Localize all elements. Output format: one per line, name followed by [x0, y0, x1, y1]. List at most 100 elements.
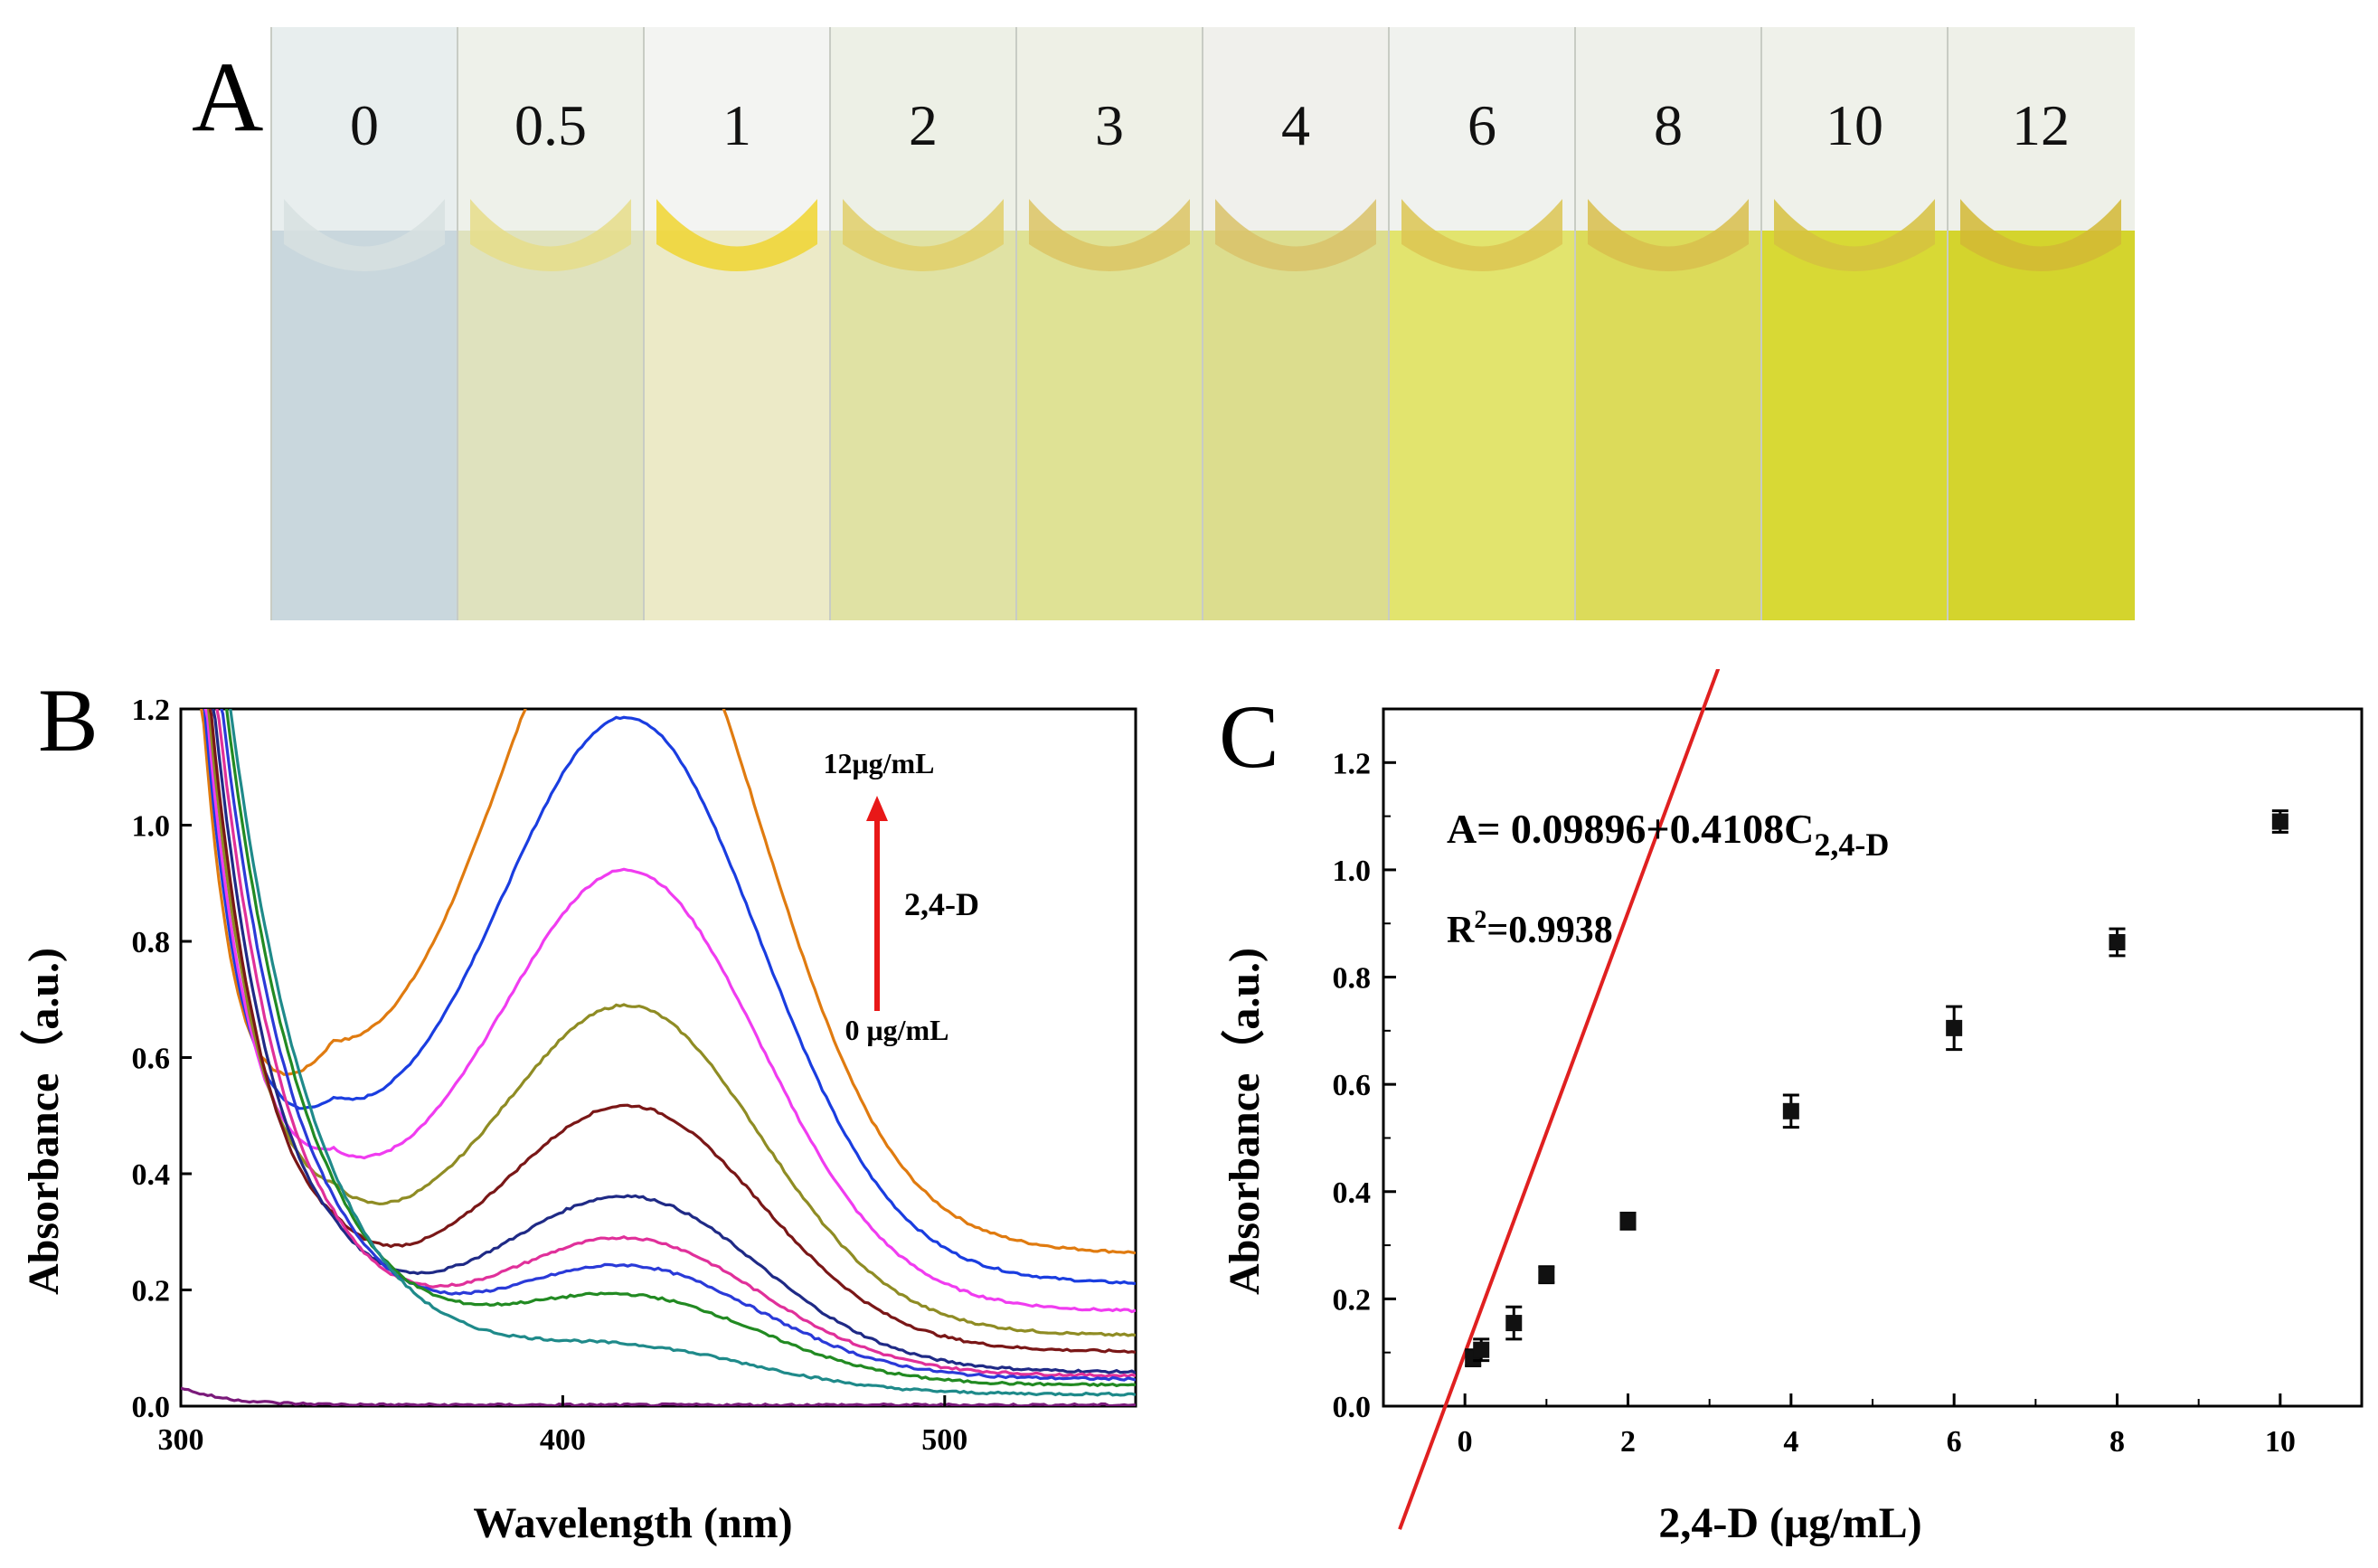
data-marker [1505, 1315, 1523, 1332]
meniscus-band [284, 199, 445, 271]
meniscus-band [1960, 199, 2121, 271]
fit-line-group [1398, 669, 1721, 1530]
y-tick-label: 1.2 [1333, 747, 1372, 780]
spectrum-line [220, 709, 1136, 1382]
calibration-y-axis-label: Absorbance（a.u.) [1221, 948, 1269, 1295]
y-tick-label: 1.0 [132, 810, 171, 844]
cuvette-label: 12 [2012, 93, 2070, 157]
x-tick-label: 400 [540, 1423, 586, 1457]
cuvette: 8 [1574, 27, 1762, 620]
data-point [2109, 927, 2126, 958]
spectrum-line [212, 709, 1136, 1374]
cuvette-label: 1 [722, 93, 751, 157]
panel-label-c: C [1219, 686, 1279, 787]
calibration-ticks: 0.0 0.2 0.4 0.6 0.8 1.0 1.2 0 2 4 6 8 10 [1333, 708, 2363, 1459]
data-marker [1619, 1213, 1637, 1230]
y-tick-label: 0.6 [132, 1043, 171, 1076]
spectra-axes [179, 707, 1137, 1408]
data-point [1946, 1005, 1963, 1052]
y-tick-label: 0.4 [132, 1158, 171, 1192]
spectra-chart: 0.0 0.2 0.4 0.6 0.8 1.0 1.2 300 400 500 B Wavelen… [20, 670, 1137, 1547]
calibration-points [1465, 809, 2288, 1368]
spectrum-line [207, 709, 1136, 1337]
spectrum-line [215, 709, 1136, 1378]
y-tick-label: 0.6 [1333, 1069, 1372, 1102]
spectrum-line [200, 709, 1136, 1255]
cuvette: 12 [1947, 27, 2135, 620]
cuvette: 3 [1015, 27, 1203, 620]
cuvette-label: 3 [1095, 93, 1124, 157]
fit-line [1398, 669, 1721, 1530]
cuvette-headspace [1575, 27, 1762, 231]
calibration-chart: 0.0 0.2 0.4 0.6 0.8 1.0 1.2 0 2 4 6 8 10 C A= 0.0989… [1219, 669, 2364, 1547]
cuvette: 10 [1760, 27, 1949, 620]
y-tick-label: 0.2 [1333, 1283, 1372, 1317]
x-tick-label: 0 [1458, 1425, 1473, 1459]
cuvette: 6 [1388, 27, 1576, 620]
spectra-frame [179, 707, 1137, 1408]
annotation-analyte: 2,4-D [904, 886, 979, 922]
data-marker [2109, 933, 2126, 950]
x-tick-label: 8 [2109, 1425, 2125, 1459]
meniscus-band [1401, 199, 1562, 271]
cuvette-label: 2 [909, 93, 938, 157]
annotation-top: 12μg/mL [823, 747, 934, 779]
cuvette: 4 [1202, 27, 1390, 620]
annotation-bottom: 0 μg/mL [845, 1014, 948, 1046]
spectrum-line [229, 709, 1136, 1397]
data-marker [1946, 1019, 1963, 1036]
cuvette-label: 0.5 [514, 93, 587, 157]
meniscus-band [1774, 199, 1935, 271]
r-squared: R2=0.9938 [1447, 906, 1613, 951]
x-tick-label: 10 [2265, 1425, 2296, 1459]
cuvette-label: 4 [1281, 93, 1310, 157]
cuvette-headspace [271, 27, 458, 231]
spectrum-line [224, 709, 1136, 1388]
spectra-series [181, 709, 1136, 1406]
data-point [1473, 1337, 1490, 1363]
cuvette-photo: 0 0.5 1 2 3 4 6 8 10 12 [270, 27, 2135, 620]
data-marker [1473, 1341, 1490, 1358]
panel-label-a: A [192, 42, 264, 152]
cuvette-headspace [644, 27, 831, 231]
cuvette-label: 8 [1654, 93, 1683, 157]
cuvette-headspace [1203, 27, 1390, 231]
y-tick-label: 1.0 [1333, 855, 1372, 888]
meniscus-band [1588, 199, 1749, 271]
cuvette: 1 [643, 27, 831, 620]
spectra-y-axis-label: Absorbance（a.u.) [20, 948, 68, 1295]
y-tick-label: 0.4 [1333, 1176, 1372, 1210]
cuvette-headspace [1948, 27, 2135, 231]
y-tick-label: 0.2 [132, 1275, 171, 1308]
arrow-head [866, 796, 888, 821]
calibration-x-axis-label: 2,4-D (μg/mL) [1658, 1499, 1921, 1547]
x-tick-label: 500 [921, 1423, 967, 1457]
cuvette-headspace [458, 27, 645, 231]
data-point [1505, 1305, 1523, 1341]
data-point [1782, 1093, 1799, 1129]
cuvette: 0 [270, 27, 458, 620]
cuvette-headspace [1016, 27, 1203, 231]
cuvette-label: 10 [1826, 93, 1883, 157]
meniscus-band [470, 199, 631, 271]
spectrum-line [203, 709, 1136, 1314]
data-marker [2271, 813, 2288, 830]
cuvette-label: 6 [1467, 93, 1496, 157]
cuvette: 2 [829, 27, 1017, 620]
panel-label-b: B [38, 670, 99, 770]
y-tick-label: 1.2 [132, 694, 171, 727]
cuvette-headspace [1389, 27, 1576, 231]
spectrum-line [208, 709, 1136, 1355]
cuvette: 0.5 [457, 27, 645, 620]
x-tick-label: 6 [1947, 1425, 1962, 1459]
meniscus-band [656, 199, 817, 271]
spectrum-line [181, 1386, 1136, 1406]
data-point [1619, 1211, 1637, 1231]
meniscus-band [1029, 199, 1190, 271]
y-tick-label: 0.0 [1333, 1391, 1372, 1424]
y-tick-label: 0.8 [132, 926, 171, 959]
data-marker [1538, 1266, 1555, 1283]
x-tick-label: 300 [158, 1423, 204, 1457]
y-tick-label: 0.8 [1333, 962, 1372, 996]
data-point [1538, 1265, 1555, 1285]
